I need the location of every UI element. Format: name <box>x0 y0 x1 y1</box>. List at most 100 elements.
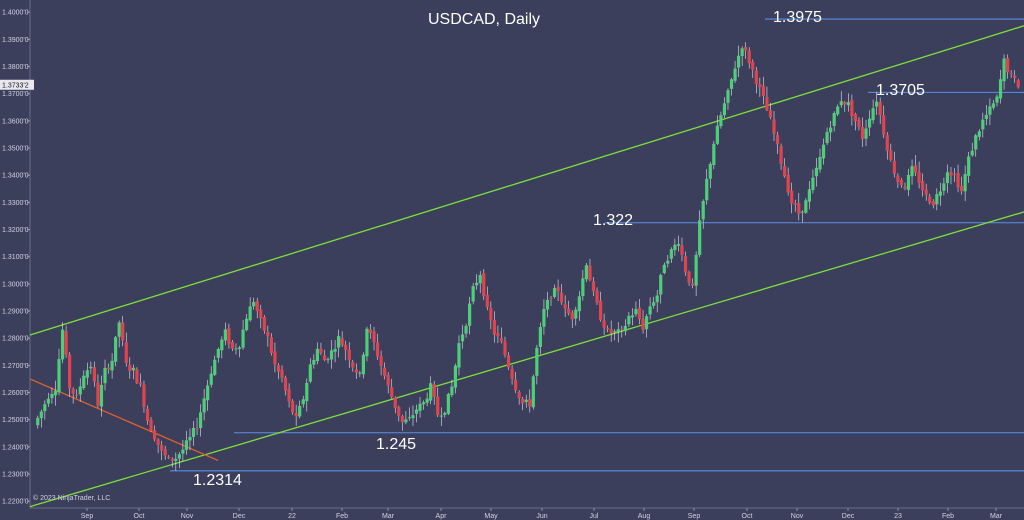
candlestick-series <box>36 42 1020 471</box>
y-tick-label: 1.2800'0 <box>2 336 29 343</box>
candle-body <box>443 412 447 415</box>
x-tick-label: 23 <box>894 513 902 520</box>
candle-body <box>843 102 847 105</box>
support-resistance-levels[interactable] <box>170 18 1024 472</box>
candle-body <box>719 115 723 127</box>
candle-body <box>308 364 312 382</box>
candle-body <box>577 296 581 312</box>
candle-body <box>450 386 454 396</box>
candle-body <box>783 165 787 177</box>
candle-body <box>549 297 553 299</box>
candle-body <box>984 114 988 120</box>
candle-body <box>853 113 858 122</box>
candle-body <box>160 445 164 451</box>
x-tick-label: Nov <box>791 513 804 520</box>
candle-body <box>245 318 249 331</box>
candle-body <box>1002 58 1006 82</box>
candle-body <box>92 367 97 382</box>
candle-body <box>825 132 829 144</box>
candle-body <box>78 386 82 395</box>
candle-body <box>715 125 719 144</box>
candle-body <box>506 355 511 368</box>
candle-body <box>425 398 429 403</box>
x-tick-label: Jun <box>536 513 547 520</box>
candle-body <box>53 390 58 396</box>
candle-body <box>294 413 298 417</box>
candle-body <box>421 402 426 405</box>
candle-body <box>949 172 953 176</box>
x-tick-label: Mar <box>382 513 395 520</box>
candle-body <box>432 384 436 398</box>
candle-body <box>542 308 546 327</box>
candle-body <box>138 382 143 385</box>
candle-body <box>383 367 387 377</box>
channel-line[interactable] <box>29 211 1024 508</box>
candle-body <box>722 103 727 116</box>
candle-body <box>676 244 681 246</box>
y-tick-label: 1.3700'0 <box>2 91 29 98</box>
channel-line[interactable] <box>29 25 1024 336</box>
y-tick-label: 1.2300'0 <box>2 472 29 479</box>
candle-body <box>152 430 157 440</box>
x-tick-label: Sep <box>81 513 94 520</box>
candle-body <box>517 392 521 399</box>
candle-body <box>291 400 295 413</box>
candle-body <box>276 365 281 372</box>
candle-body <box>283 377 288 391</box>
candle-body <box>287 389 291 402</box>
candle-body <box>36 417 40 426</box>
candle-body <box>57 359 61 393</box>
candle-body <box>393 397 397 408</box>
candle-body <box>149 419 153 431</box>
y-tick-label: 1.3500'0 <box>2 146 29 153</box>
candle-body <box>514 379 518 391</box>
x-tick-label: 22 <box>288 513 296 520</box>
candle-body <box>206 385 210 401</box>
candle-body <box>344 344 348 351</box>
candle-body <box>404 419 408 423</box>
candle-body <box>659 274 663 295</box>
candle-body <box>963 174 967 192</box>
candle-body <box>924 189 928 195</box>
y-tick-label: 1.2600'0 <box>2 390 29 397</box>
candle-body <box>701 200 705 220</box>
candle-body <box>390 387 394 397</box>
candle-body <box>521 398 525 404</box>
candle-body <box>931 201 935 206</box>
x-tick-label: Nov <box>181 513 194 520</box>
candle-body <box>191 427 196 437</box>
candle-body <box>457 343 461 368</box>
candle-body <box>89 366 93 369</box>
x-tick-label: Dec <box>233 513 246 520</box>
candle-body <box>379 356 383 366</box>
candle-body <box>758 84 762 88</box>
candle-body <box>464 325 468 334</box>
candle-body <box>588 265 592 281</box>
candle-body <box>921 181 925 191</box>
candle-body <box>439 415 443 417</box>
candle-body <box>82 375 86 389</box>
candle-body <box>386 375 390 386</box>
candle-body <box>298 405 302 417</box>
candle-body <box>694 254 698 286</box>
candle-body <box>570 312 574 320</box>
candle-body <box>252 301 256 307</box>
candle-body <box>485 294 489 308</box>
candle-body <box>85 370 89 378</box>
candle-body <box>528 399 532 407</box>
candle-body <box>875 101 879 107</box>
candle-body <box>974 135 978 150</box>
candle-body <box>358 372 362 374</box>
y-tick-label: 1.2400'0 <box>2 444 29 451</box>
candle-body <box>630 315 635 318</box>
y-tick-label: 1.2700'0 <box>2 363 29 370</box>
candle-body <box>988 106 992 115</box>
candle-body <box>790 190 794 204</box>
candle-body <box>407 417 412 419</box>
candle-body <box>269 337 273 353</box>
y-tick-label: 1.3800'0 <box>2 64 29 71</box>
candle-body <box>414 409 419 414</box>
candle-body <box>754 70 758 85</box>
candle-body <box>184 440 189 450</box>
